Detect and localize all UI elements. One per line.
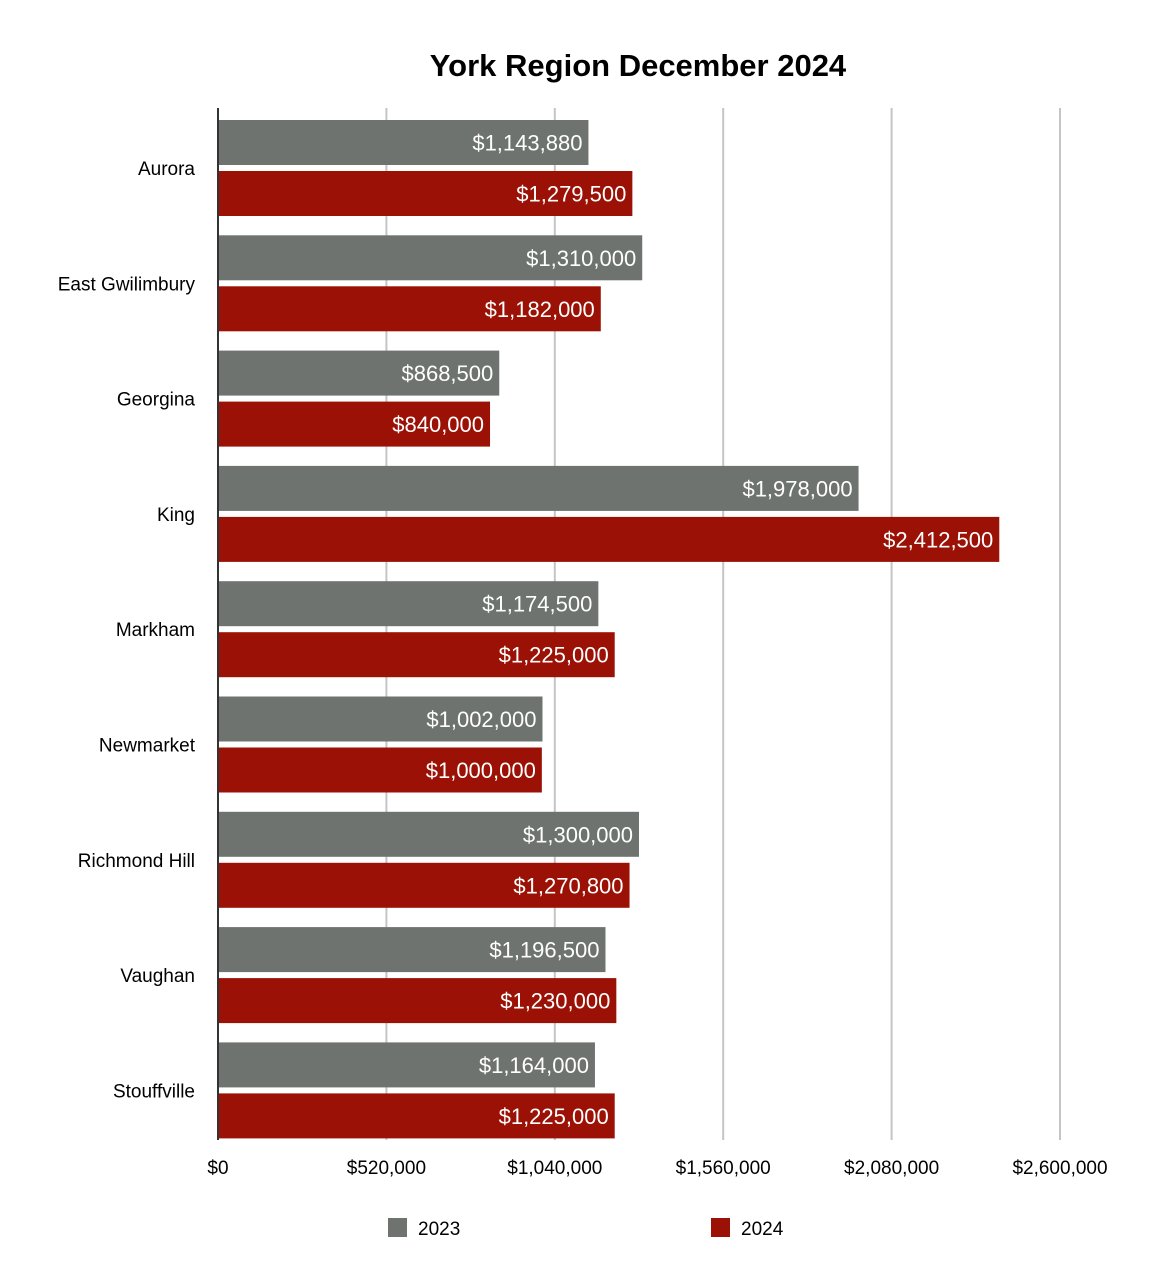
- x-tick-label: $520,000: [347, 1158, 426, 1179]
- category-label: East Gwilimbury: [58, 274, 196, 295]
- category-label: King: [157, 505, 195, 526]
- category-label: Richmond Hill: [78, 851, 195, 872]
- data-label: $1,000,000: [426, 758, 536, 783]
- data-label: $1,310,000: [526, 246, 636, 271]
- bar-2023[interactable]: [218, 1042, 595, 1088]
- chart-title: York Region December 2024: [429, 48, 847, 83]
- x-tick-label: $1,560,000: [676, 1158, 771, 1179]
- category-label: Vaughan: [120, 966, 195, 987]
- bar-2023[interactable]: [218, 120, 589, 165]
- data-label: $1,225,000: [499, 1104, 609, 1129]
- bar-2023[interactable]: [218, 235, 643, 281]
- category-label: Markham: [116, 620, 195, 641]
- category-label: Newmarket: [99, 736, 196, 757]
- bar-2023[interactable]: [218, 581, 599, 627]
- bar-2023[interactable]: [218, 927, 606, 973]
- category-label: Aurora: [138, 159, 195, 180]
- legend-label: 2023: [418, 1219, 460, 1240]
- x-tick-label: $1,040,000: [507, 1158, 602, 1179]
- bar-2024[interactable]: [218, 171, 633, 216]
- legend-swatch-2024: [711, 1218, 730, 1237]
- bar-2024[interactable]: [218, 862, 630, 908]
- data-label: $1,225,000: [499, 643, 609, 668]
- data-label: $1,230,000: [500, 989, 610, 1014]
- bar-2024[interactable]: [218, 632, 615, 678]
- bar-2024[interactable]: [218, 747, 542, 793]
- bar-2023[interactable]: [218, 350, 500, 396]
- bar-2023[interactable]: [218, 811, 639, 857]
- data-label: $1,164,000: [479, 1053, 589, 1078]
- x-tick-label: $0: [207, 1158, 228, 1179]
- bar-2023[interactable]: [218, 696, 543, 742]
- data-label: $1,270,800: [513, 873, 623, 898]
- data-label: $1,182,000: [485, 297, 595, 322]
- x-tick-label: $2,600,000: [1012, 1158, 1107, 1179]
- data-label: $840,000: [392, 412, 484, 437]
- legend-label: 2024: [741, 1219, 784, 1240]
- data-label: $1,143,880: [472, 131, 582, 156]
- data-label: $2,412,500: [883, 527, 993, 552]
- category-label: Stouffville: [113, 1081, 195, 1102]
- legend-swatch-2023: [388, 1218, 407, 1237]
- data-label: $1,279,500: [516, 182, 626, 207]
- category-label: Georgina: [117, 390, 196, 411]
- bar-2024[interactable]: [218, 286, 601, 332]
- data-label: $1,002,000: [426, 707, 536, 732]
- data-label: $1,174,500: [482, 592, 592, 617]
- bar-2024[interactable]: [218, 516, 1000, 562]
- bar-2023[interactable]: [218, 465, 859, 511]
- bar-2024[interactable]: [218, 1093, 615, 1139]
- data-label: $1,196,500: [489, 938, 599, 963]
- data-label: $1,300,000: [523, 822, 633, 847]
- data-label: $868,500: [401, 361, 493, 386]
- x-tick-label: $2,080,000: [844, 1158, 939, 1179]
- data-label: $1,978,000: [742, 476, 852, 501]
- bar-2024[interactable]: [218, 401, 491, 447]
- bar-2024[interactable]: [218, 978, 617, 1024]
